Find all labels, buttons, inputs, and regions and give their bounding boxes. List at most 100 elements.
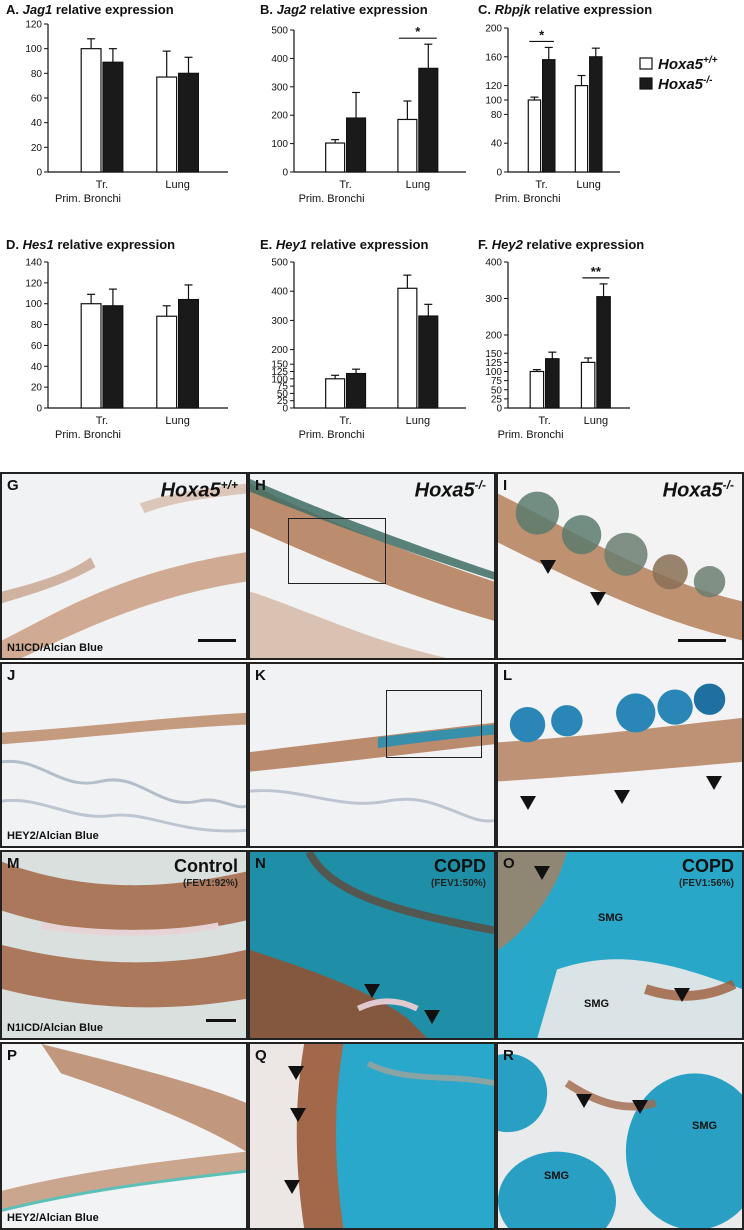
y-tick-label: 140	[25, 258, 42, 269]
y-tick-label: 20	[31, 143, 43, 154]
panel-letter: N	[255, 855, 266, 872]
arrowhead-icon	[632, 1100, 648, 1114]
chart-title: C. Rbpjk relative expression	[478, 2, 652, 17]
bar-wildtype	[325, 378, 346, 409]
scale-bar	[678, 639, 726, 642]
panel-letter: Q	[255, 1047, 267, 1064]
panel-letter: M	[7, 855, 20, 872]
y-tick-label: 20	[31, 383, 43, 394]
y-tick-label: 200	[271, 111, 288, 122]
bar-wildtype	[574, 84, 589, 173]
x-category-label: Prim. Bronchi	[55, 429, 121, 441]
bar-chart-area: A. Jag1 relative expression0204060801001…	[6, 2, 718, 441]
y-tick-label: 160	[485, 52, 502, 63]
y-tick-label: 75	[491, 376, 503, 387]
chart-hey2: F. Hey2 relative expression 0255075100125…	[478, 237, 644, 441]
x-category-label: Prim. Bronchi	[55, 193, 121, 205]
y-tick-label: 100	[271, 139, 288, 150]
y-tick-label: 120	[25, 20, 42, 31]
stain-label: N1ICD/Alcian Blue	[7, 642, 103, 654]
panel-o: O COPD (FEV1:56%) SMG SMG	[496, 850, 744, 1040]
stain-label: N1ICD/Alcian Blue	[7, 1022, 103, 1034]
y-tick-label: 0	[496, 168, 502, 179]
bar-knockout	[346, 372, 367, 409]
y-tick-label: 0	[282, 404, 288, 415]
y-tick-label: 200	[485, 331, 502, 342]
x-category-label: Lung	[406, 415, 430, 427]
panel-letter: R	[503, 1047, 514, 1064]
chart-title: A. Jag1 relative expression	[6, 2, 174, 17]
significance-label: *	[539, 27, 545, 42]
y-tick-label: 120	[25, 278, 42, 289]
gene-name: Jag1	[23, 2, 53, 17]
legend-swatch-knockout	[639, 77, 653, 90]
bar-knockout	[544, 358, 560, 409]
panel-letter: O	[503, 855, 515, 872]
arrowhead-icon	[590, 592, 606, 606]
chart-letter: B.	[260, 2, 277, 17]
bar-wildtype	[325, 142, 346, 173]
arrowhead-icon	[614, 790, 630, 804]
bar-knockout	[178, 298, 200, 409]
chart-hes1: D. Hes1 relative expression 0 20 40 60 80 100 1…	[6, 237, 228, 441]
bar-wildtype	[397, 118, 418, 173]
y-tick-label: 150	[271, 360, 288, 371]
panel-j: J HEY2/Alcian Blue	[0, 662, 248, 848]
gene-name: Jag2	[277, 2, 307, 17]
arrowhead-icon	[290, 1108, 306, 1122]
x-category-label: Prim. Bronchi	[299, 429, 365, 441]
x-category-label: Lung	[584, 415, 608, 427]
chart-title-suffix: relative expression	[531, 2, 652, 17]
y-tick-label: 400	[271, 54, 288, 65]
y-tick-label: 100	[271, 374, 288, 385]
chart-letter: D.	[6, 237, 23, 252]
arrowhead-icon	[288, 1066, 304, 1080]
panel-genotype-title: Hoxa5-/-	[662, 478, 734, 502]
panel-letter: P	[7, 1047, 18, 1064]
y-tick-label: 40	[31, 118, 43, 129]
y-tick-label: 0	[36, 404, 42, 415]
smg-label: SMG	[584, 998, 610, 1010]
bar-knockout	[418, 315, 439, 409]
bar-knockout	[541, 59, 556, 173]
micrograph-grid: G Hoxa5+/+ N1ICD/Alcian Blue H Hoxa5-/- …	[0, 472, 744, 1230]
arrowhead-icon	[576, 1094, 592, 1108]
arrowhead-icon	[424, 1010, 440, 1024]
x-category-label: Lung	[576, 179, 600, 191]
panel-k: K	[248, 662, 496, 848]
scale-bar	[206, 1019, 236, 1022]
chart-title: D. Hes1 relative expression	[6, 237, 175, 252]
gene-name: Hes1	[23, 237, 54, 252]
y-tick-label: 125	[485, 358, 502, 369]
bar-knockout	[418, 67, 439, 173]
panel-h: H Hoxa5-/-	[248, 472, 496, 660]
gene-name: Hey1	[276, 237, 307, 252]
chart-letter: A.	[6, 2, 23, 17]
bar-wildtype	[156, 76, 178, 173]
y-tick-label: 100	[25, 299, 42, 310]
y-tick-label: 300	[271, 82, 288, 93]
y-tick-label: 400	[485, 258, 502, 269]
y-tick-label: 120	[485, 81, 502, 92]
panel-l: L	[496, 662, 744, 848]
chart-letter: C.	[478, 2, 495, 17]
y-tick-label: 50	[277, 389, 289, 400]
panel-i: I Hoxa5-/-	[496, 472, 744, 660]
stain-label: HEY2/Alcian Blue	[7, 830, 99, 842]
arrowhead-icon	[540, 560, 556, 574]
arrowhead-icon	[284, 1180, 300, 1194]
panel-q: Q	[248, 1042, 496, 1230]
gene-name: Rbpjk	[495, 2, 532, 17]
panel-g: G Hoxa5+/+ N1ICD/Alcian Blue	[0, 472, 248, 660]
chart-letter: E.	[260, 237, 276, 252]
y-tick-label: 60	[31, 341, 43, 352]
bar-knockout	[178, 72, 200, 173]
fev1-label: (FEV1:56%)	[678, 878, 734, 889]
x-category-label: Tr.	[96, 415, 108, 427]
bar-wildtype	[580, 361, 596, 409]
chart-title-suffix: relative expression	[52, 2, 173, 17]
y-tick-label: 0	[496, 404, 502, 415]
panel-n: N COPD (FEV1:50%)	[248, 850, 496, 1040]
arrowhead-icon	[674, 988, 690, 1002]
arrowhead-icon	[534, 866, 550, 880]
